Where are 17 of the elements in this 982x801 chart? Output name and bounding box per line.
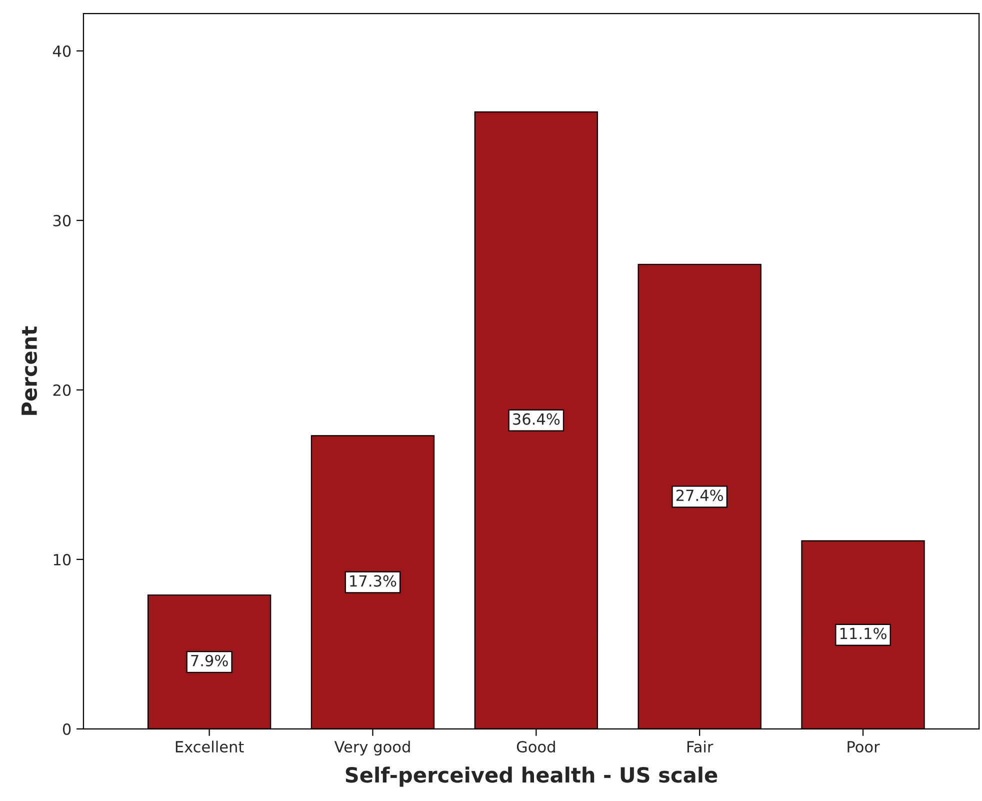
x-tick-label: Good: [516, 740, 555, 753]
data-label: 11.1%: [840, 628, 886, 640]
x-tick-label: Poor: [848, 741, 880, 753]
data-label: 17.3%: [350, 575, 396, 587]
x-tick-label: Excellent: [176, 740, 244, 753]
y-tick-label: 20: [53, 384, 71, 396]
x-tick-label: Fair: [687, 740, 714, 753]
x-tick-label: Very good: [334, 740, 410, 756]
y-tick-label: 40: [52, 45, 71, 57]
y-axis-title: Percent: [22, 326, 38, 415]
data-label: 36.4%: [513, 413, 560, 425]
y-tick-label: 0: [62, 723, 71, 735]
data-label: 27.4%: [676, 490, 724, 502]
y-tick-label: 10: [54, 554, 71, 566]
x-axis-title: Self-perceived health - US scale: [346, 766, 718, 787]
data-label: 7.9%: [191, 654, 228, 666]
y-tick-label: 30: [53, 214, 71, 226]
